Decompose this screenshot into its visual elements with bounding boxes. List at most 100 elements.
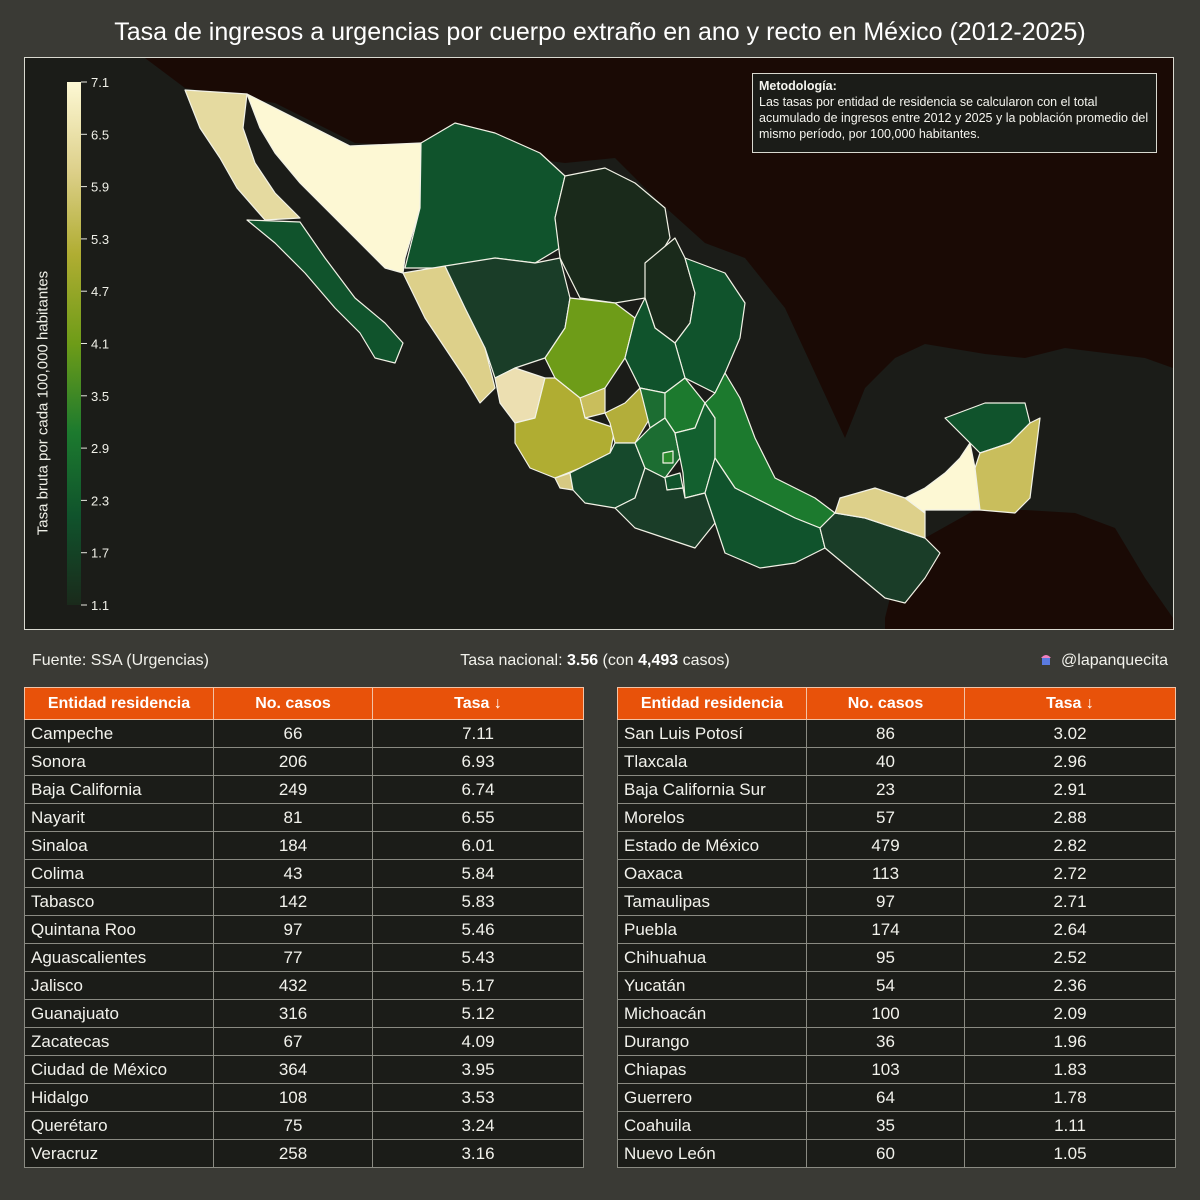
header-entidad[interactable]: Entidad residencia bbox=[24, 687, 214, 720]
tasa-cell: 2.91 bbox=[964, 775, 1176, 804]
casos-cell: 60 bbox=[806, 1139, 965, 1168]
casos-cell: 113 bbox=[806, 859, 965, 888]
colorbar bbox=[67, 82, 81, 605]
table-row: Aguascalientes 77 5.43 bbox=[24, 943, 584, 972]
table-row: Morelos 57 2.88 bbox=[617, 803, 1176, 832]
table-row: Quintana Roo 97 5.46 bbox=[24, 915, 584, 944]
colorbar-tick-label: 7.1 bbox=[91, 75, 109, 90]
table-row: San Luis Potosí 86 3.02 bbox=[617, 719, 1176, 748]
table-row: Chiapas 103 1.83 bbox=[617, 1055, 1176, 1084]
casos-cell: 36 bbox=[806, 1027, 965, 1056]
table-row: Campeche 66 7.11 bbox=[24, 719, 584, 748]
tasa-cell: 4.09 bbox=[372, 1027, 584, 1056]
usa-land bbox=[145, 58, 1173, 438]
casos-cell: 81 bbox=[213, 803, 373, 832]
tasa-cell: 3.24 bbox=[372, 1111, 584, 1140]
tasa-cell: 3.16 bbox=[372, 1139, 584, 1168]
header-entidad[interactable]: Entidad residencia bbox=[617, 687, 807, 720]
table-row: Guerrero 64 1.78 bbox=[617, 1083, 1176, 1112]
table-row: Sonora 206 6.93 bbox=[24, 747, 584, 776]
entidad-cell: Estado de México bbox=[617, 831, 807, 860]
casos-cell: 97 bbox=[806, 887, 965, 916]
entidad-cell: Veracruz bbox=[24, 1139, 214, 1168]
tasa-cell: 5.17 bbox=[372, 971, 584, 1000]
entidad-cell: Tlaxcala bbox=[617, 747, 807, 776]
casos-cell: 77 bbox=[213, 943, 373, 972]
entidad-cell: San Luis Potosí bbox=[617, 719, 807, 748]
entidad-cell: Hidalgo bbox=[24, 1083, 214, 1112]
casos-cell: 258 bbox=[213, 1139, 373, 1168]
table-row: Colima 43 5.84 bbox=[24, 859, 584, 888]
entidad-cell: Oaxaca bbox=[617, 859, 807, 888]
national-prefix: Tasa nacional: bbox=[460, 652, 567, 669]
methodology-box: Metodología: Las tasas por entidad de re… bbox=[752, 73, 1157, 153]
entidad-cell: Tamaulipas bbox=[617, 887, 807, 916]
tasa-cell: 2.96 bbox=[964, 747, 1176, 776]
entidad-cell: Jalisco bbox=[24, 971, 214, 1000]
rates-table-right: Entidad residencia No. casos Tasa ↓ San … bbox=[617, 687, 1176, 1168]
casos-cell: 103 bbox=[806, 1055, 965, 1084]
header-tasa[interactable]: Tasa ↓ bbox=[372, 687, 584, 720]
entidad-cell: Puebla bbox=[617, 915, 807, 944]
tasa-cell: 5.46 bbox=[372, 915, 584, 944]
entidad-cell: Baja California Sur bbox=[617, 775, 807, 804]
tasa-cell: 3.02 bbox=[964, 719, 1176, 748]
tasa-cell: 1.05 bbox=[964, 1139, 1176, 1168]
colorbar-tick-label: 5.9 bbox=[91, 180, 109, 195]
entidad-cell: Campeche bbox=[24, 719, 214, 748]
entidad-cell: Sonora bbox=[24, 747, 214, 776]
state-ciudad-de-mexico bbox=[662, 450, 674, 464]
entidad-cell: Chiapas bbox=[617, 1055, 807, 1084]
entidad-cell: Yucatán bbox=[617, 971, 807, 1000]
header-casos[interactable]: No. casos bbox=[806, 687, 965, 720]
tasa-cell: 2.71 bbox=[964, 887, 1176, 916]
tasa-cell: 6.93 bbox=[372, 747, 584, 776]
colorbar-tick-label: 4.7 bbox=[91, 284, 109, 299]
table-row: Chihuahua 95 2.52 bbox=[617, 943, 1176, 972]
entidad-cell: Baja California bbox=[24, 775, 214, 804]
table-row: Guanajuato 316 5.12 bbox=[24, 999, 584, 1028]
tasa-cell: 1.11 bbox=[964, 1111, 1176, 1140]
casos-cell: 316 bbox=[213, 999, 373, 1028]
colorbar-tick-label: 1.1 bbox=[91, 598, 109, 613]
entidad-cell: Ciudad de México bbox=[24, 1055, 214, 1084]
casos-cell: 364 bbox=[213, 1055, 373, 1084]
national-mid: (con bbox=[598, 652, 639, 669]
footer: Fuente: SSA (Urgencias) Tasa nacional: 3… bbox=[0, 652, 1200, 674]
colorbar-ticks: 7.1 6.5 5.9 5.3 4.7 4.1 3.5 2.9 2.3 1.7 1.1 bbox=[81, 75, 109, 613]
entidad-cell: Colima bbox=[24, 859, 214, 888]
table-row: Yucatán 54 2.36 bbox=[617, 971, 1176, 1000]
casos-cell: 108 bbox=[213, 1083, 373, 1112]
page-title: Tasa de ingresos a urgencias por cuerpo … bbox=[114, 18, 1086, 46]
tasa-cell: 5.84 bbox=[372, 859, 584, 888]
tasa-cell: 7.11 bbox=[372, 719, 584, 748]
tasa-cell: 2.36 bbox=[964, 971, 1176, 1000]
table-row: Querétaro 75 3.24 bbox=[24, 1111, 584, 1140]
author-handle: @lapanquecita bbox=[1039, 652, 1168, 670]
casos-cell: 184 bbox=[213, 831, 373, 860]
casos-cell: 43 bbox=[213, 859, 373, 888]
table-row: Coahuila 35 1.11 bbox=[617, 1111, 1176, 1140]
tasa-cell: 2.88 bbox=[964, 803, 1176, 832]
tasa-cell: 1.83 bbox=[964, 1055, 1176, 1084]
tasa-cell: 5.12 bbox=[372, 999, 584, 1028]
casos-cell: 97 bbox=[213, 915, 373, 944]
entidad-cell: Durango bbox=[617, 1027, 807, 1056]
state-chiapas bbox=[819, 512, 941, 604]
header-casos[interactable]: No. casos bbox=[213, 687, 373, 720]
map-panel: 7.1 6.5 5.9 5.3 4.7 4.1 3.5 2.9 2.3 1.7 1.1 Tasa b… bbox=[24, 57, 1174, 630]
methodology-title: Metodología: bbox=[759, 79, 837, 93]
cupcake-icon bbox=[1041, 655, 1052, 665]
tasa-cell: 2.52 bbox=[964, 943, 1176, 972]
national-rate-line: Tasa nacional: 3.56 (con 4,493 casos) bbox=[0, 652, 1190, 670]
entidad-cell: Nayarit bbox=[24, 803, 214, 832]
tasa-cell: 3.53 bbox=[372, 1083, 584, 1112]
header-tasa[interactable]: Tasa ↓ bbox=[964, 687, 1176, 720]
entidad-cell: Quintana Roo bbox=[24, 915, 214, 944]
casos-cell: 95 bbox=[806, 943, 965, 972]
table-row: Nayarit 81 6.55 bbox=[24, 803, 584, 832]
central-america-land bbox=[885, 510, 1173, 629]
tasa-cell: 5.83 bbox=[372, 887, 584, 916]
table-row: Zacatecas 67 4.09 bbox=[24, 1027, 584, 1056]
national-rate-value: 3.56 bbox=[566, 652, 599, 669]
